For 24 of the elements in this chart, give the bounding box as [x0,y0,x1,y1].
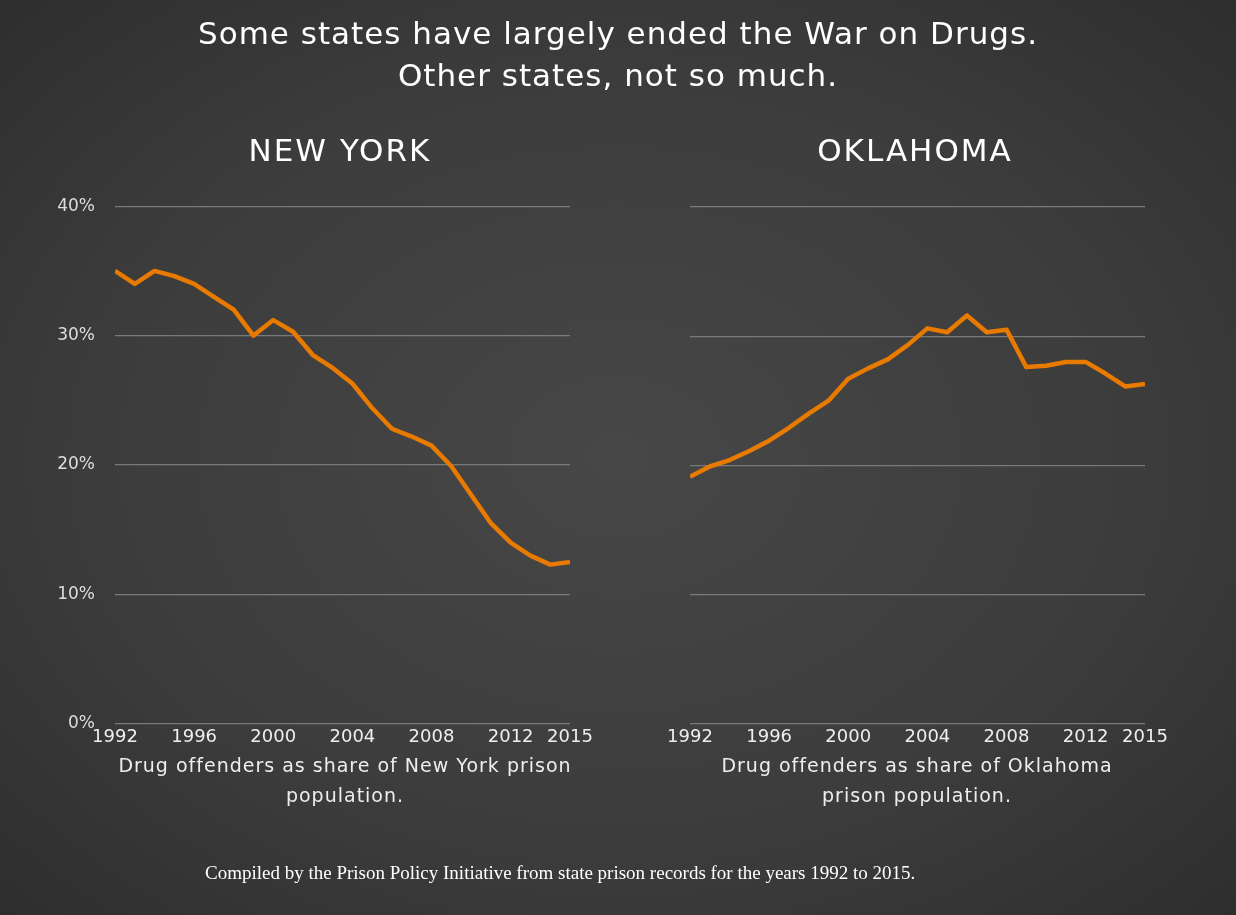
chart-title: NEW YORK [247,132,433,170]
x-tick-label: 1996 [171,725,218,747]
x-tick-label: 2008 [983,724,1030,746]
x-tick-label: 2008 [408,725,455,747]
chart-title: OKLAHOMA [816,132,1014,170]
x-tick-label: 2015 [1122,724,1168,746]
x-tick-label: 2000 [825,724,872,746]
y-tick-label: 20% [57,453,95,474]
y-tick-label: 40% [57,194,95,215]
x-axis-title: Drug offenders as share of New York prison population. [117,753,573,808]
x-tick-label: 2000 [250,725,297,747]
x-tick-label: 1996 [746,724,793,746]
x-axis-title: Drug offenders as share of Oklahoma prison population. [720,753,1114,808]
x-tick-label: 1992 [667,724,713,746]
y-tick-label: 0% [68,712,95,733]
y-tick-label: 10% [57,582,95,603]
x-tick-label: 2012 [487,725,534,747]
x-tick-label: 2012 [1062,724,1109,746]
x-tick-label: 2004 [329,725,376,747]
y-tick-label: 30% [57,324,95,345]
text: Compiled by the Prison Policy Initiative from state prison records for the years 1992 to 2015. [205,862,917,884]
x-tick-label: 2015 [547,725,593,747]
text: Some states have largely ended the War on Drugs. Other states, not so much. [197,14,1039,95]
x-tick-label: 2004 [904,724,951,746]
